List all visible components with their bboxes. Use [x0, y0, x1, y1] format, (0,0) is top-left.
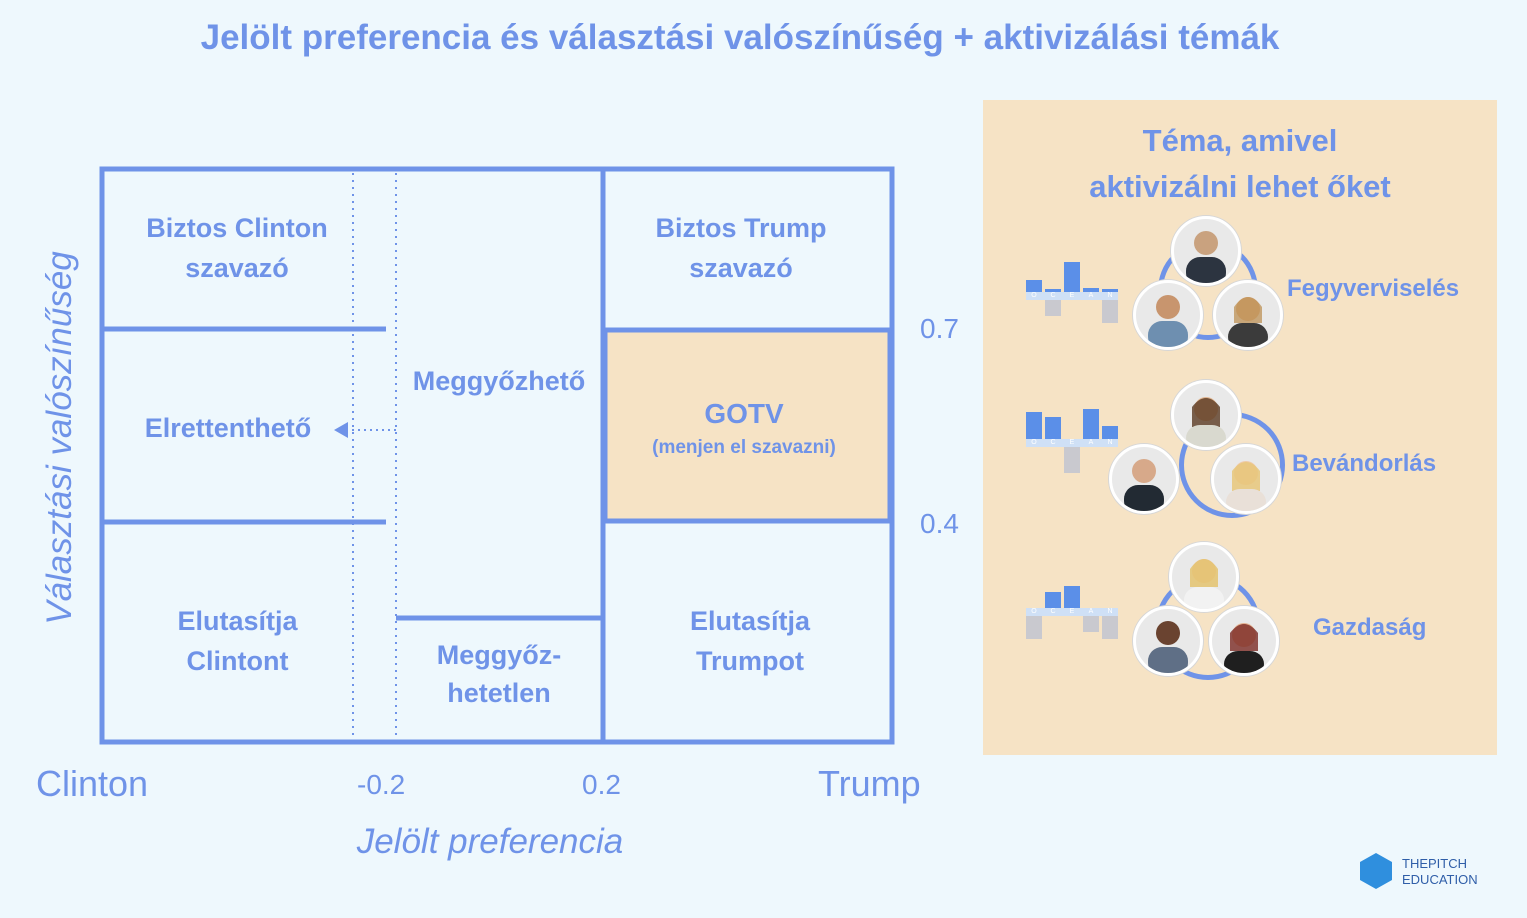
ocean-bar-up — [1083, 409, 1099, 439]
panel-title-line2: aktivizálni lehet őket — [1089, 169, 1391, 204]
cell-sure-trump: Biztos Trump szavazó — [655, 213, 827, 283]
hexagon-logo-icon — [1360, 853, 1392, 889]
person-avatar — [1133, 280, 1203, 350]
deter-arrow-head — [334, 422, 348, 438]
gotv-cell — [602, 327, 893, 524]
ocean-letter: C — [1050, 439, 1056, 446]
logo-line2: EDUCATION — [1402, 872, 1478, 887]
cell-gotv-sub: (menjen el szavazni) — [652, 437, 836, 458]
cell-persuadable: Meggyőzhető — [412, 366, 586, 396]
topics-panel: Téma, amivel aktivizálni lehet őket O C E A… — [983, 100, 1497, 755]
ocean-bar-up — [1083, 287, 1099, 292]
ocean-bar-up — [1045, 289, 1061, 292]
x-tick-label: 0.2 — [582, 769, 621, 800]
ocean-bar-down — [1102, 616, 1118, 640]
ocean-letter: N — [1107, 292, 1113, 299]
x-tick-label: -0.2 — [357, 769, 406, 800]
topic-label-immigration: Bevándorlás — [1292, 450, 1437, 477]
topic-label-gun: Fegyverviselés — [1287, 275, 1460, 302]
ocean-bar-up — [1045, 416, 1061, 439]
person-avatar — [1109, 444, 1179, 514]
ocean-letter: E — [1069, 439, 1075, 446]
cell-sure-clinton: Biztos Clinton szavazó — [146, 213, 328, 283]
y-tick-label: 0.4 — [920, 508, 959, 539]
cell-rejects-trump: Elutasítja Trumpot — [689, 606, 811, 676]
ocean-letter: O — [1031, 439, 1037, 446]
ocean-axis-strip — [1026, 439, 1118, 447]
ocean-bar-up — [1064, 585, 1080, 608]
person-avatar — [1171, 216, 1241, 286]
person-avatar — [1213, 280, 1283, 350]
person-avatar — [1133, 606, 1203, 676]
ocean-bar-up — [1026, 280, 1042, 292]
ocean-axis-strip — [1026, 608, 1118, 616]
ocean-letter: C — [1050, 292, 1056, 299]
panel-title: Téma, amivel aktivizálni lehet őket — [983, 118, 1497, 210]
person-avatar — [1171, 380, 1241, 450]
cell-deterrable: Elrettenthető — [144, 413, 312, 443]
ocean-axis-strip — [1026, 292, 1118, 300]
cell-gotv: GOTV — [704, 398, 784, 429]
panel-title-line1: Téma, amivel — [1142, 123, 1338, 158]
ocean-bar-up — [1102, 289, 1118, 292]
person-avatar — [1209, 606, 1279, 676]
ocean-letter: E — [1069, 292, 1075, 299]
person-avatar — [1169, 542, 1239, 612]
thepitch-logo: THEPITCH EDUCATION — [1358, 852, 1518, 892]
cell-unpersuadable-line1: Meggyőz- — [436, 640, 562, 670]
ocean-bar-down — [1064, 447, 1080, 473]
ocean-letter: O — [1031, 608, 1037, 615]
ocean-bar-up — [1026, 412, 1042, 439]
ocean-bar-down — [1045, 300, 1061, 316]
person-avatar — [1211, 444, 1281, 514]
ocean-bar-up — [1102, 425, 1118, 439]
ocean-letter: N — [1107, 608, 1113, 615]
ocean-bar-down — [1026, 616, 1042, 640]
ocean-bar-up — [1045, 591, 1061, 608]
page-title: Jelölt preferencia és választási valószí… — [200, 18, 1280, 57]
topic-label-economy: Gazdaság — [1313, 614, 1427, 641]
ocean-letter: O — [1031, 292, 1037, 299]
y-tick-label: 0.7 — [920, 313, 959, 344]
y-axis-title: Választási valószínűség — [40, 251, 79, 625]
ocean-bar-down — [1102, 300, 1118, 324]
ocean-letter: A — [1088, 439, 1094, 446]
logo-line1: THEPITCH — [1402, 856, 1467, 871]
segmentation-grid — [99, 166, 895, 745]
x-right-label: Trump — [818, 763, 921, 804]
ocean-letter: E — [1069, 608, 1075, 615]
x-left-label: Clinton — [36, 763, 149, 804]
ocean-letter: A — [1088, 608, 1094, 615]
ocean-bar-up — [1064, 262, 1080, 292]
ocean-bar-down — [1083, 616, 1099, 632]
x-axis-title: Jelölt preferencia — [356, 822, 624, 861]
cell-unpersuadable: Meggyőz- hetetlen — [400, 636, 598, 712]
cell-unpersuadable-line2: hetetlen — [447, 678, 551, 708]
ocean-letter: C — [1050, 608, 1056, 615]
cell-rejects-clinton: Elutasítja Clintont — [177, 606, 298, 676]
ocean-letter: A — [1088, 292, 1094, 299]
ocean-letter: N — [1107, 439, 1113, 446]
